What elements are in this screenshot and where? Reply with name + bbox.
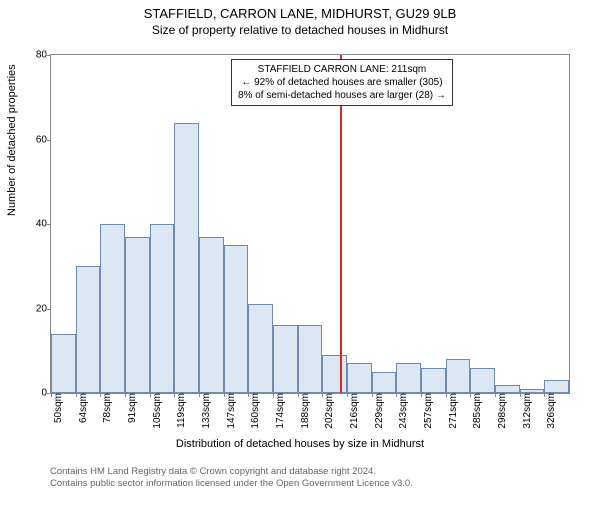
x-tick-label: 119sqm (172, 393, 187, 428)
x-tick-label: 91sqm (123, 393, 138, 423)
footnote: Contains HM Land Registry data © Crown c… (50, 466, 413, 491)
x-tick-label: 257sqm (419, 393, 434, 429)
histogram-bar (125, 237, 150, 393)
annotation-line: 8% of semi-detached houses are larger (2… (238, 89, 446, 102)
histogram-bar (446, 359, 471, 393)
x-tick-label: 298sqm (493, 393, 508, 429)
x-tick-label: 105sqm (148, 393, 163, 429)
histogram-bar (224, 245, 249, 393)
x-tick-label: 160sqm (246, 393, 261, 429)
x-tick-label: 188sqm (296, 393, 311, 429)
histogram-bar (347, 363, 372, 393)
histogram-bar (544, 380, 569, 393)
x-tick-label: 147sqm (222, 393, 237, 429)
x-tick-label: 243sqm (394, 393, 409, 429)
chart-title: STAFFIELD, CARRON LANE, MIDHURST, GU29 9… (0, 6, 600, 21)
x-tick-label: 229sqm (370, 393, 385, 429)
histogram-bar (372, 372, 397, 393)
x-tick-label: 174sqm (271, 393, 286, 429)
x-tick-label: 271sqm (444, 393, 459, 429)
histogram-bar (470, 368, 495, 393)
x-axis-label: Distribution of detached houses by size … (0, 438, 600, 450)
histogram-bar (273, 325, 298, 393)
histogram-bar (150, 224, 175, 393)
y-tick-label: 20 (36, 303, 51, 314)
histogram-bar (174, 123, 199, 393)
y-axis-label: Number of detached properties (6, 64, 18, 216)
annotation-line: ← 92% of detached houses are smaller (30… (238, 76, 446, 89)
x-tick-label: 202sqm (320, 393, 335, 429)
histogram-bar (495, 385, 520, 393)
histogram-bar (76, 266, 101, 393)
y-tick-label: 60 (36, 134, 51, 145)
chart-subtitle: Size of property relative to detached ho… (0, 23, 600, 37)
x-tick-label: 64sqm (74, 393, 89, 423)
histogram-bar (199, 237, 224, 393)
x-tick-label: 50sqm (49, 393, 64, 423)
annotation-box: STAFFIELD CARRON LANE: 211sqm← 92% of de… (231, 59, 453, 106)
histogram-bar (322, 355, 347, 393)
y-tick-label: 80 (36, 50, 51, 61)
histogram-bar (100, 224, 125, 393)
footnote-line-2: Contains public sector information licen… (50, 478, 413, 490)
histogram-bar (51, 334, 76, 393)
histogram-bar (298, 325, 323, 393)
histogram-bar (396, 363, 421, 393)
x-tick-label: 78sqm (98, 393, 113, 423)
chart-container: STAFFIELD, CARRON LANE, MIDHURST, GU29 9… (0, 6, 600, 506)
histogram-bar (248, 304, 273, 393)
histogram-bar (421, 368, 446, 393)
x-tick-label: 285sqm (468, 393, 483, 429)
x-tick-label: 312sqm (518, 393, 533, 429)
x-tick-label: 133sqm (197, 393, 212, 429)
footnote-line-1: Contains HM Land Registry data © Crown c… (50, 466, 413, 478)
x-tick-label: 216sqm (345, 393, 360, 429)
annotation-line: STAFFIELD CARRON LANE: 211sqm (238, 63, 446, 76)
x-tick-label: 326sqm (542, 393, 557, 429)
y-tick-label: 40 (36, 219, 51, 230)
plot-area: 02040608050sqm64sqm78sqm91sqm105sqm119sq… (50, 54, 570, 394)
